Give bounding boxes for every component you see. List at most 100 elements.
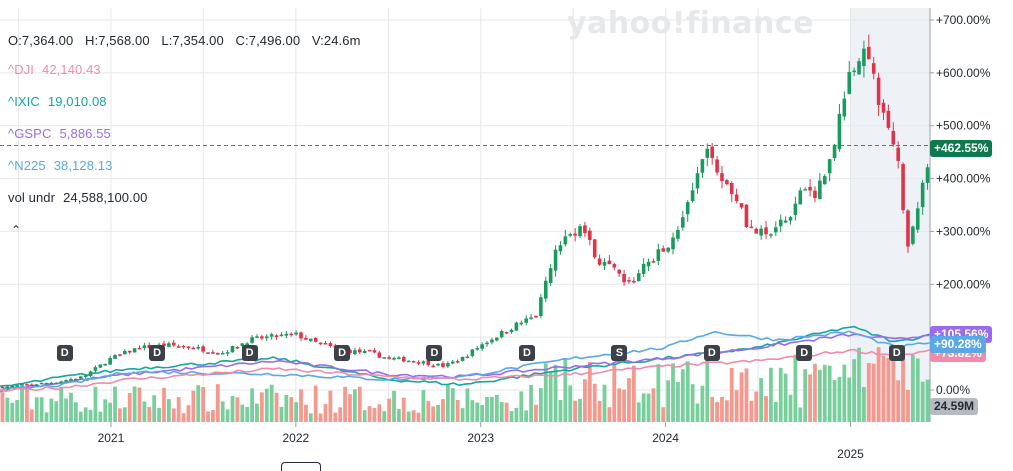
candle-body xyxy=(0,386,5,389)
volume-bar xyxy=(157,408,161,422)
candle-body xyxy=(553,249,558,271)
volume-bar xyxy=(206,411,210,422)
timeline-handle[interactable] xyxy=(281,462,321,471)
candle-body xyxy=(176,346,181,348)
legend-ixic[interactable]: ^IXIC 19,010.08 xyxy=(8,94,107,109)
volume-bar xyxy=(211,409,215,422)
chevron-up-icon[interactable]: ⌃ xyxy=(10,223,22,237)
volume-bar xyxy=(269,384,274,422)
candle-body xyxy=(739,203,744,208)
candle-body xyxy=(211,352,215,354)
x-axis-labels: 2021 2022 2023 2024 2025 xyxy=(98,422,864,461)
dividend-marker[interactable]: D xyxy=(241,345,258,361)
dividend-marker[interactable]: D xyxy=(703,345,720,361)
dividend-marker[interactable]: D xyxy=(888,345,905,361)
candle-body xyxy=(118,354,122,356)
volume-bar xyxy=(455,399,460,422)
volume-bar xyxy=(470,400,475,422)
candle-body xyxy=(632,280,636,283)
y-axis-labels: 0.00%+100.00%+200.00%+300.00%+400.00%+50… xyxy=(930,13,991,397)
candle-body xyxy=(774,227,778,233)
candle-body xyxy=(911,226,915,244)
volume-bar xyxy=(387,398,392,422)
volume-bar xyxy=(534,404,538,422)
candle-body xyxy=(720,173,724,182)
candle-body xyxy=(710,146,714,158)
candle-body xyxy=(896,147,900,161)
legend-n225-symbol: ^N225 xyxy=(8,158,46,173)
candle-body xyxy=(847,71,852,94)
volume-bar xyxy=(857,347,861,422)
candle-body xyxy=(108,358,112,365)
dividend-marker[interactable]: D xyxy=(334,345,351,361)
legend-n225[interactable]: ^N225 38,128.13 xyxy=(8,158,112,173)
x-tick-label: 2022 xyxy=(282,431,309,445)
dividend-marker[interactable]: D xyxy=(426,345,443,361)
volume-bar xyxy=(460,408,465,422)
volume-bar xyxy=(724,400,729,422)
legend-dji-symbol: ^DJI xyxy=(8,62,35,77)
candle-body xyxy=(39,382,44,385)
candle-body xyxy=(886,110,891,128)
volume-bar xyxy=(710,396,715,422)
candle-body xyxy=(734,194,739,202)
volume-bar xyxy=(59,386,64,422)
candle-body xyxy=(250,337,254,343)
volume-bar xyxy=(39,397,44,422)
candle-body xyxy=(411,360,416,363)
volume-bar xyxy=(915,358,920,422)
candle-body xyxy=(754,228,759,234)
legend-dji[interactable]: ^DJI 42,140.43 xyxy=(8,62,101,77)
volume-bar xyxy=(436,405,440,422)
legend-gspc[interactable]: ^GSPC 5,886.55 xyxy=(8,126,111,141)
volume-bar xyxy=(646,393,651,422)
x-tick-label: 2023 xyxy=(467,431,494,445)
candle-body xyxy=(592,239,597,258)
dividend-marker[interactable]: D xyxy=(56,345,73,361)
candle-body xyxy=(666,247,670,252)
candle-body xyxy=(499,330,504,338)
candle-body xyxy=(436,363,440,366)
series-line-n225 xyxy=(0,330,931,393)
candle-body xyxy=(15,385,19,387)
volume-bar xyxy=(118,408,122,422)
volume-bar xyxy=(563,358,568,422)
dividend-marker[interactable]: D xyxy=(149,345,166,361)
candle-body xyxy=(382,357,387,359)
dividend-marker[interactable]: D xyxy=(518,345,535,361)
legend-volume[interactable]: vol undr 24,588,100.00 xyxy=(8,190,148,205)
volume-bar xyxy=(636,402,641,422)
series-line-dji xyxy=(0,348,931,393)
candle-body xyxy=(132,348,137,353)
candle-body xyxy=(362,350,367,354)
volume-bar xyxy=(891,358,896,422)
y-tick-label: +200.00% xyxy=(936,277,991,291)
volume-bar xyxy=(817,369,822,422)
candle-body xyxy=(255,336,259,338)
volume-bar xyxy=(842,364,847,422)
high-value: H:7,568.00 xyxy=(85,33,150,48)
candle-body xyxy=(681,217,685,228)
volume-bar xyxy=(519,391,524,422)
candle-body xyxy=(818,180,822,200)
volume-bar xyxy=(367,406,372,422)
candle-body xyxy=(397,357,401,359)
candle-body xyxy=(304,337,308,340)
dividend-marker[interactable]: D xyxy=(796,345,813,361)
volume-bar xyxy=(382,411,387,422)
volume-bar xyxy=(83,407,88,422)
candle-body xyxy=(25,384,29,386)
volume-bar xyxy=(749,400,754,422)
ohlc-readout: O:7,364.00 H:7,568.00 L:7,354.00 C:7,496… xyxy=(8,33,369,48)
split-marker[interactable]: S xyxy=(611,345,628,361)
candle-body xyxy=(524,318,528,323)
candle-body xyxy=(514,322,519,331)
comparison-lines xyxy=(0,325,931,393)
candle-body xyxy=(808,186,812,191)
volume-bar xyxy=(764,396,768,422)
volume-bar xyxy=(837,376,842,422)
candle-body xyxy=(671,237,675,250)
candle-body xyxy=(646,261,651,267)
